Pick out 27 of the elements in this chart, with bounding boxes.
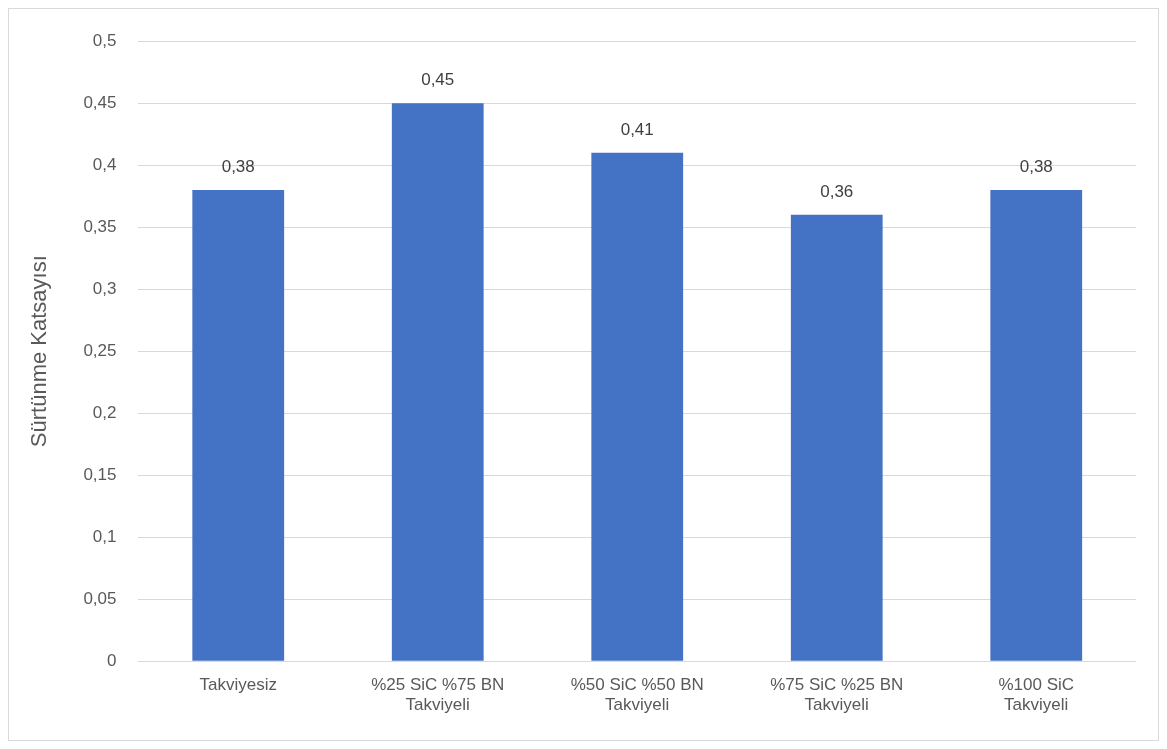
y-tick-label: 0,1	[92, 526, 117, 546]
x-tick-label: %25 SiC %75 BN Takviyeli	[371, 675, 505, 715]
x-tick-label: Takviyesiz	[199, 675, 277, 695]
y-tick-label: 0,15	[83, 464, 117, 484]
y-tick-label: 0,35	[83, 216, 117, 236]
y-tick-label: 0,3	[92, 278, 117, 298]
y-tick-label: 0,5	[92, 30, 117, 50]
y-tick-label: 0,05	[83, 588, 117, 608]
bar	[192, 190, 285, 661]
data-label: 0,38	[221, 157, 255, 177]
bar	[591, 152, 684, 661]
y-tick-label: 0,2	[92, 402, 117, 422]
y-tick-label: 0	[107, 650, 117, 670]
x-tick-label: %75 SiC %25 BN Takviyeli	[770, 675, 904, 715]
y-tick-label: 0,25	[83, 340, 117, 360]
data-label: 0,45	[421, 70, 455, 90]
bar	[391, 103, 484, 661]
bar	[790, 214, 883, 661]
data-label: 0,38	[1019, 157, 1053, 177]
y-tick-label: 0,45	[83, 92, 117, 112]
bar	[990, 190, 1083, 661]
data-label: 0,36	[820, 181, 854, 201]
x-tick-label: %100 SiC Takviyeli	[998, 675, 1075, 715]
x-tick-label: %50 SiC %50 BN Takviyeli	[570, 675, 704, 715]
data-label: 0,41	[620, 119, 654, 139]
y-axis-title: Sürtünme Katsayısı	[26, 255, 52, 448]
y-tick-label: 0,4	[92, 154, 117, 174]
